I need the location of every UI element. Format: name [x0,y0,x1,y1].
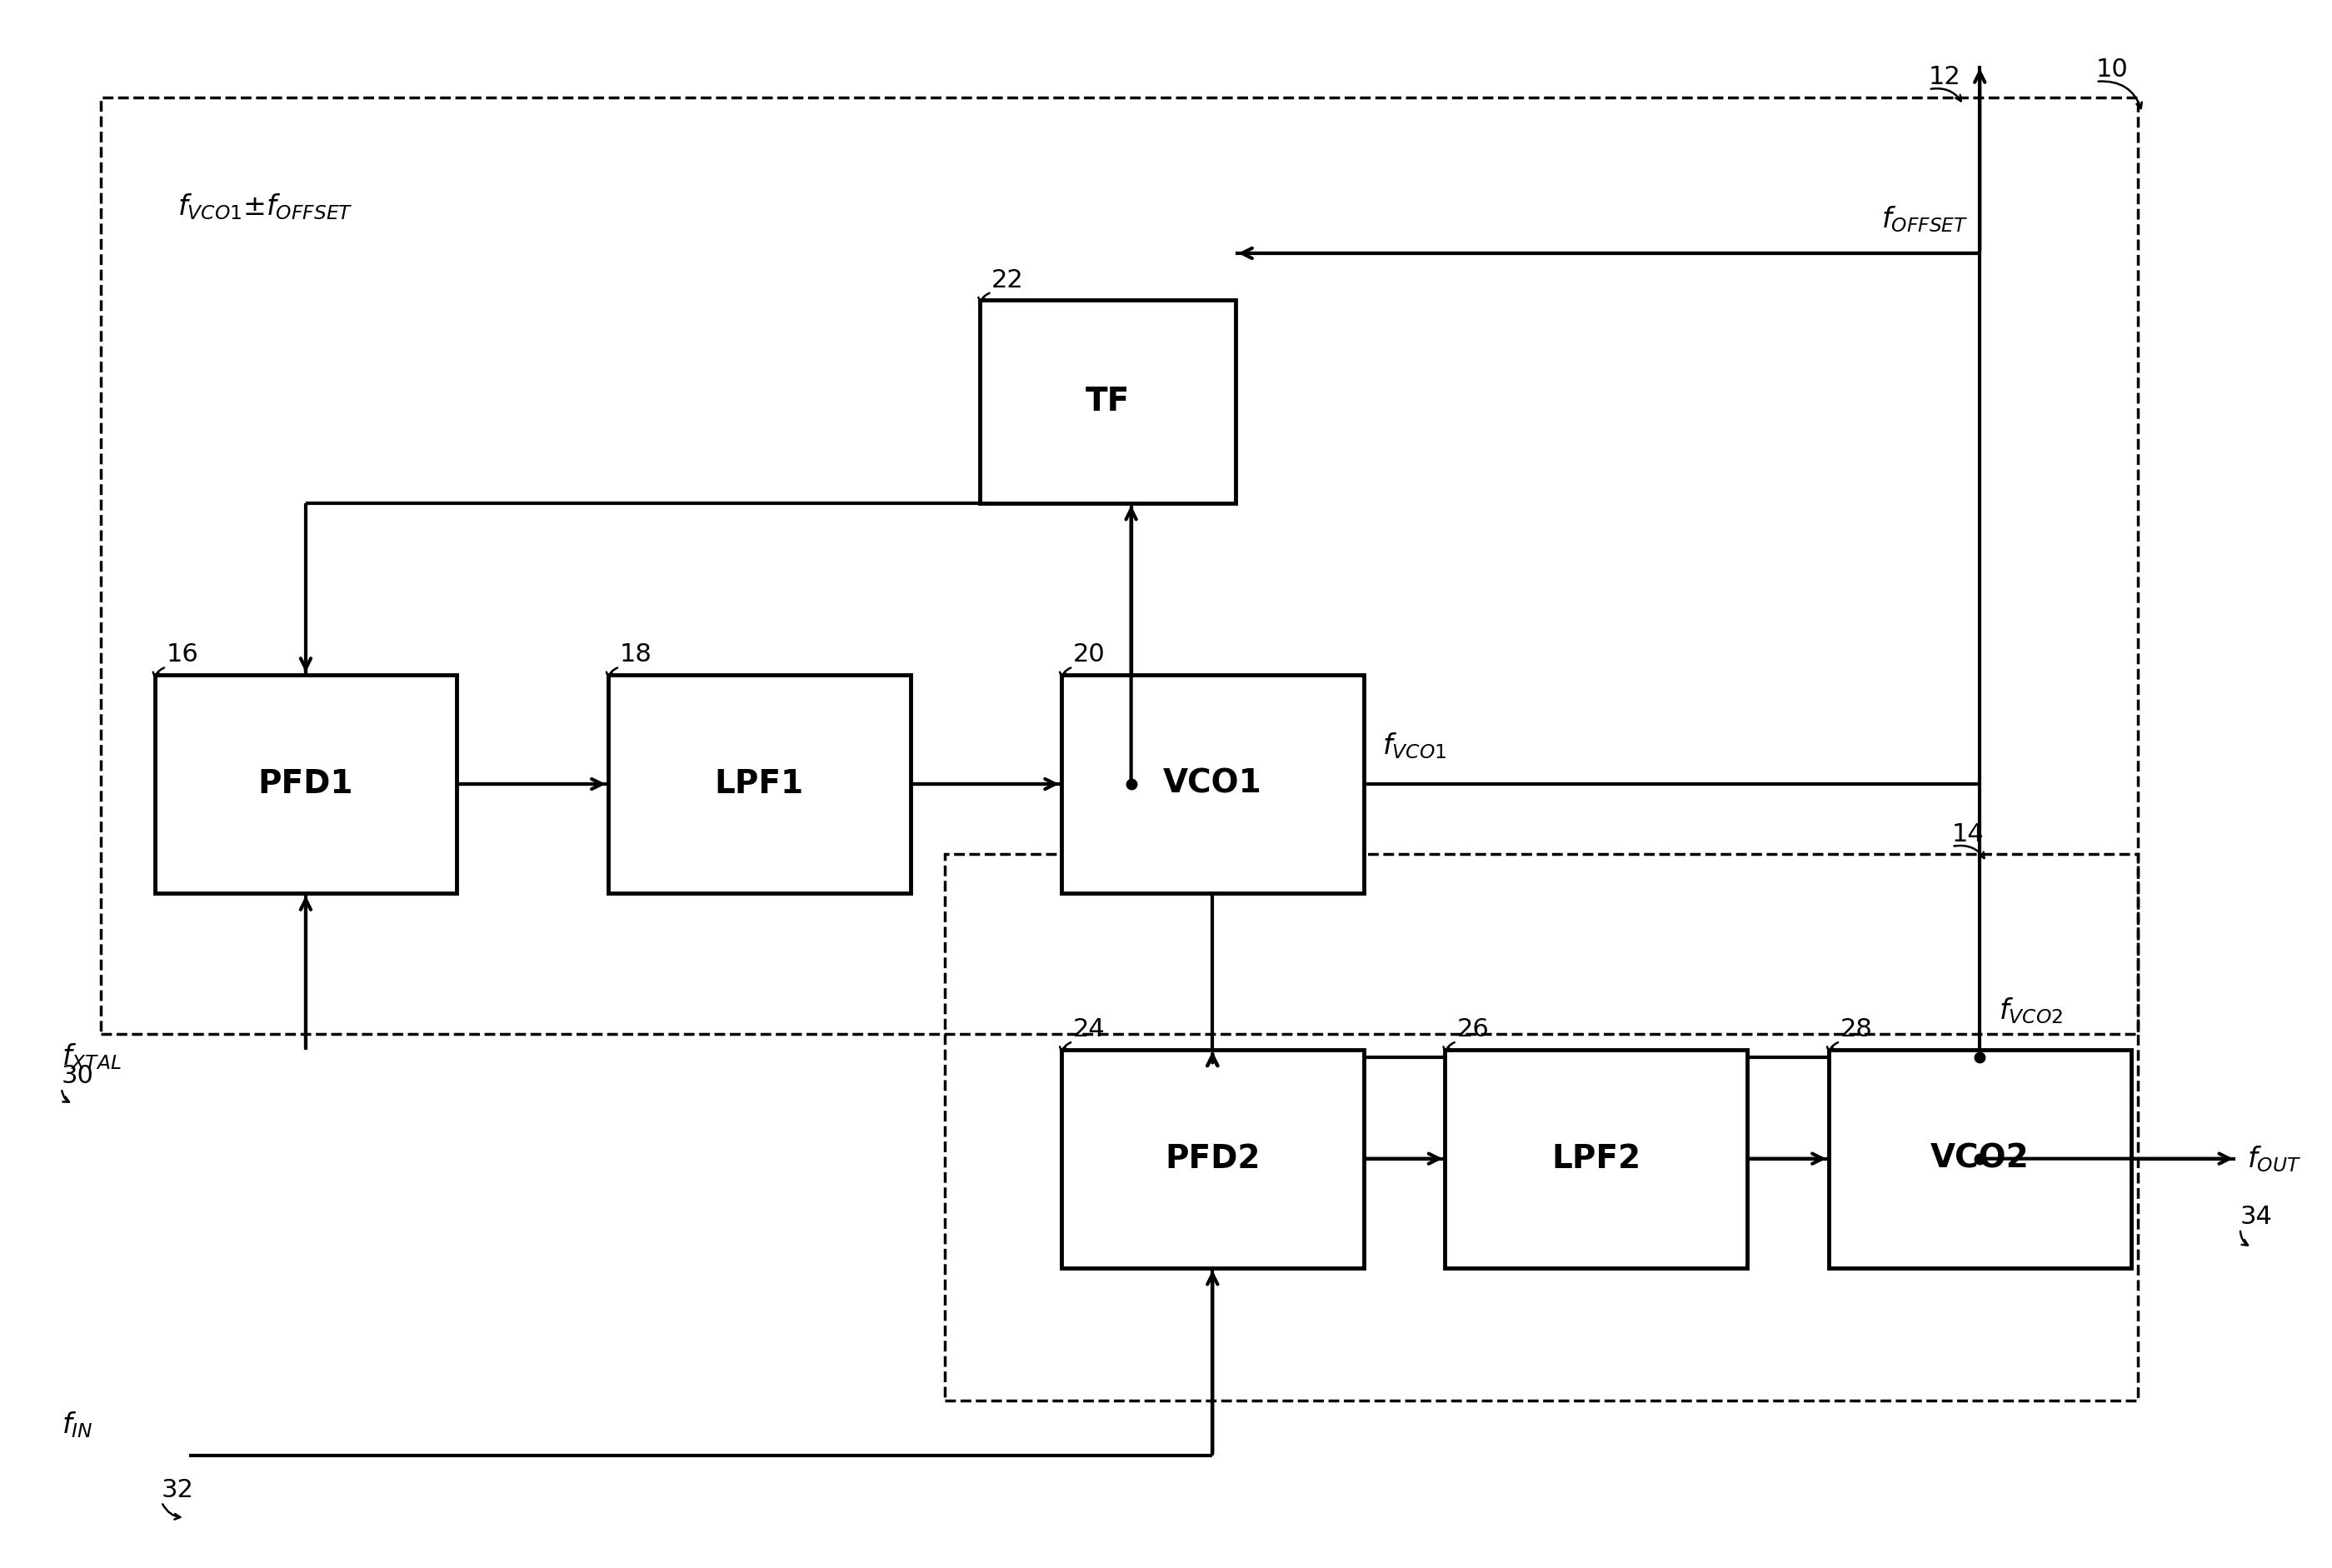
Text: 10: 10 [2096,58,2129,82]
Text: PFD2: PFD2 [1164,1143,1259,1174]
Text: TF: TF [1087,386,1131,417]
Bar [100,97,2138,1033]
Text: 26: 26 [1458,1018,1488,1041]
Text: LPF1: LPF1 [714,768,805,800]
Text: $f_{VCO1}$: $f_{VCO1}$ [1383,731,1446,760]
Bar [1446,1049,1747,1269]
Bar [944,855,2138,1400]
Text: 20: 20 [1073,643,1105,666]
Text: 14: 14 [1952,822,1985,847]
Text: LPF2: LPF2 [1551,1143,1642,1174]
Bar [609,674,909,894]
Text: 12: 12 [1929,66,1961,89]
Text: $f_{OFFSET}$: $f_{OFFSET}$ [1882,205,1968,235]
Bar [154,674,457,894]
Text: $f_{VCO1}$±$f_{OFFSET}$: $f_{VCO1}$±$f_{OFFSET}$ [177,191,354,221]
Text: 24: 24 [1073,1018,1105,1041]
Bar [1828,1049,2131,1269]
Text: 28: 28 [1840,1018,1873,1041]
Bar [1061,1049,1364,1269]
Text: VCO1: VCO1 [1164,768,1262,800]
Text: $f_{OUT}$: $f_{OUT}$ [2248,1143,2302,1173]
Text: 32: 32 [161,1479,194,1502]
Text: $f_{VCO2}$: $f_{VCO2}$ [1999,996,2061,1025]
Text: $f_{IN}$: $f_{IN}$ [61,1410,93,1439]
Text: 22: 22 [991,268,1024,292]
Text: 16: 16 [166,643,198,666]
Bar [1061,674,1364,894]
Text: PFD1: PFD1 [259,768,354,800]
Text: 30: 30 [61,1065,93,1088]
Bar [979,299,1236,503]
Text: VCO2: VCO2 [1931,1143,2029,1174]
Text: $f_{XTAL}$: $f_{XTAL}$ [61,1041,121,1071]
Text: 34: 34 [2241,1204,2274,1229]
Text: 18: 18 [620,643,653,666]
